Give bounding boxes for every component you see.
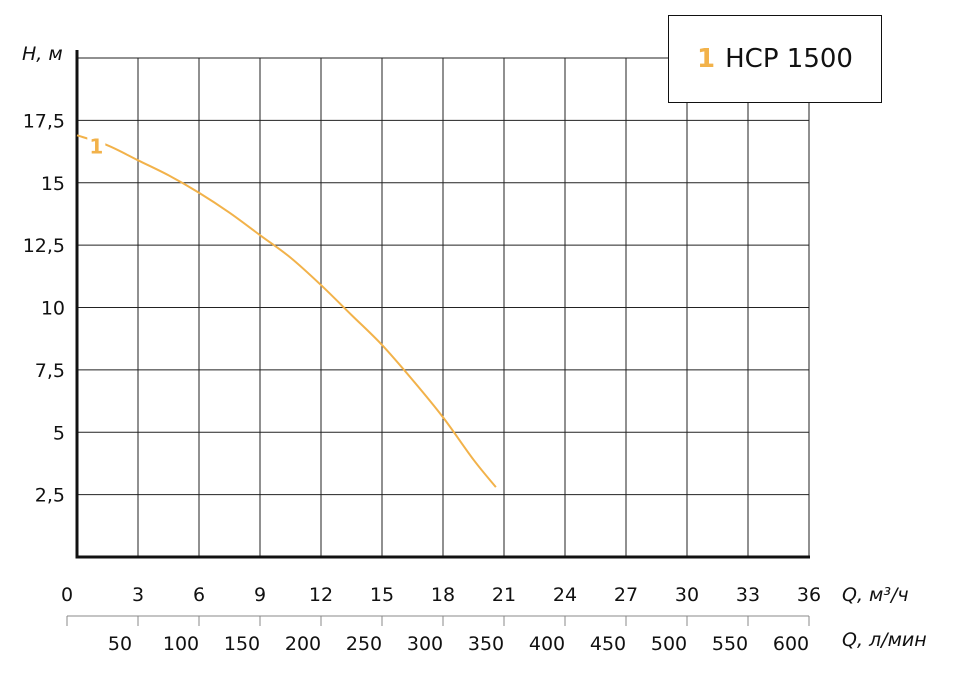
chart-labels: H, м Q, м³/ч Q, л/мин	[22, 43, 927, 651]
y-tick-label: 10	[41, 298, 65, 320]
x2-tick-label: 50	[108, 633, 132, 655]
x2-tick-label: 300	[407, 633, 443, 655]
x-tick-label: 9	[254, 584, 266, 606]
x2-tick-label: 600	[773, 633, 809, 655]
y-tick-label: 15	[41, 173, 65, 195]
x2-tick-label: 350	[468, 633, 504, 655]
series-number-label: 1	[89, 135, 103, 159]
legend-series-name: НСР 1500	[725, 44, 853, 74]
y-tick-label: 2,5	[35, 485, 65, 507]
series-line	[76, 134, 497, 488]
x-tick-label: 21	[492, 584, 516, 606]
x-axis-label: Q, м³/ч	[842, 584, 909, 606]
legend-series-number: 1	[697, 44, 716, 74]
x-tick-label: 30	[675, 584, 699, 606]
x-tick-label: 6	[193, 584, 205, 606]
y-tick-label: 7,5	[35, 360, 65, 382]
chart-series: 1	[76, 132, 497, 488]
x-tick-label: 33	[736, 584, 760, 606]
x2-tick-label: 400	[529, 633, 565, 655]
x2-tick-label: 450	[590, 633, 626, 655]
chart-grid	[77, 57, 810, 557]
x2-tick-label: 150	[224, 633, 260, 655]
y-tick-label: 5	[53, 422, 65, 444]
x2-tick-label: 200	[285, 633, 321, 655]
x-tick-label: 0	[61, 584, 73, 606]
x-tick-label: 12	[309, 584, 333, 606]
x2-tick-label: 100	[163, 633, 199, 655]
x-tick-label: 18	[431, 584, 455, 606]
y-tick-label: 12,5	[23, 235, 65, 257]
x-tick-label: 36	[797, 584, 821, 606]
y-axis-label: H, м	[22, 43, 63, 65]
series-number-bg	[87, 132, 106, 159]
x2-tick-label: 500	[651, 633, 687, 655]
x-tick-label: 24	[553, 584, 577, 606]
legend: 1 НСР 1500	[668, 15, 882, 103]
x2-tick-label: 250	[346, 633, 382, 655]
x-tick-label: 27	[614, 584, 638, 606]
x-tick-label: 3	[132, 584, 144, 606]
y-tick-label: 17,5	[23, 110, 65, 132]
x-tick-label: 15	[370, 584, 394, 606]
x2-axis-label: Q, л/мин	[842, 629, 927, 651]
x2-tick-label: 550	[712, 633, 748, 655]
